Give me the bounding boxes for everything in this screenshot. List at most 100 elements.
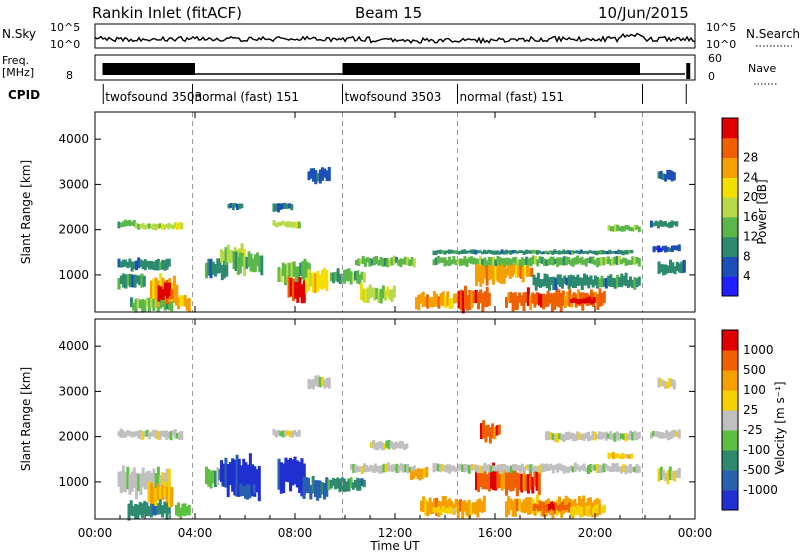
echo-region-26	[618, 454, 622, 460]
echo-region-10	[253, 254, 257, 273]
echo-region-23	[585, 506, 589, 517]
echo-region-17	[437, 506, 441, 513]
echo-region-1	[137, 223, 141, 230]
echo-region-29	[500, 249, 504, 254]
echo-region-10	[311, 476, 315, 494]
colorbar-tick-label: 20	[743, 190, 758, 204]
echo-region-23	[572, 506, 576, 517]
echo-region-1	[132, 467, 136, 488]
echo-region-24	[508, 262, 512, 279]
echo-region-1	[176, 223, 179, 230]
echo-region-24	[571, 466, 575, 473]
echo-region-28	[467, 257, 471, 263]
x-tick-label: 12:00	[378, 526, 413, 540]
echo-region-28	[593, 259, 597, 266]
echo-region-27	[590, 299, 594, 305]
freq-frame	[94, 54, 696, 81]
echo-region-29	[557, 250, 561, 255]
echo-region-5	[175, 284, 179, 304]
echo-region-29	[458, 250, 462, 255]
echo-region-1	[160, 223, 164, 230]
echo-region-16	[320, 269, 324, 290]
echo-region-0	[121, 430, 125, 438]
power-y-axis: 1000 2000 3000 4000	[58, 132, 695, 282]
echo-region-16	[454, 498, 458, 512]
echo-region-19	[412, 258, 416, 268]
echo-region-9	[277, 458, 281, 490]
echo-region-19	[497, 424, 501, 435]
echo-region-13	[274, 222, 278, 228]
x-tick-label: 04:00	[178, 526, 213, 540]
echo-region-18	[485, 474, 489, 490]
echo-region-18	[330, 272, 333, 282]
echo-region-9	[222, 250, 226, 262]
echo-region-24	[534, 465, 537, 472]
echo-region-15	[302, 280, 306, 303]
echo-region-1	[180, 223, 184, 230]
echo-region-20	[360, 283, 363, 300]
echo-region-17	[323, 168, 327, 178]
echo-region-28	[631, 256, 635, 265]
x-tick-label: 20:00	[578, 526, 613, 540]
echo-region-2	[159, 261, 163, 270]
echo-region-27	[592, 297, 596, 303]
echo-region-25	[589, 435, 593, 441]
echo-region-29	[568, 250, 572, 255]
echo-region-22	[556, 505, 560, 511]
colorbar-swatch	[722, 370, 738, 391]
echo-region-25	[540, 294, 543, 308]
echo-region-18	[349, 271, 353, 285]
echo-region-25	[580, 433, 584, 440]
echo-region-27	[650, 432, 653, 439]
echo-region-30	[600, 275, 604, 288]
echo-region-6	[168, 282, 172, 297]
echo-region-20	[375, 288, 379, 300]
echo-region-3	[124, 274, 128, 289]
echo-region-34	[666, 265, 670, 273]
echo-region-28	[629, 260, 632, 265]
echo-region-25	[629, 430, 632, 440]
echo-region-12	[283, 202, 287, 209]
echo-region-13	[389, 465, 392, 472]
echo-region-17	[434, 507, 438, 514]
colorbar-swatch	[722, 216, 738, 238]
echo-region-6	[231, 458, 235, 492]
echo-region-13	[297, 221, 301, 229]
echo-region-29	[659, 378, 663, 387]
echo-region-29	[664, 381, 668, 389]
echo-region-33	[661, 245, 665, 251]
echo-region-24	[629, 464, 632, 474]
echo-region-1	[117, 471, 121, 487]
echo-region-3	[170, 486, 174, 507]
colorbar-swatch	[722, 137, 738, 159]
echo-region-29	[601, 250, 605, 255]
echo-region-19	[368, 258, 372, 267]
echo-region-16	[305, 277, 308, 294]
echo-region-28	[611, 257, 615, 266]
echo-region-30	[591, 279, 595, 288]
echo-region-29	[657, 377, 661, 388]
echo-region-28	[571, 258, 575, 267]
echo-region-4	[154, 297, 158, 309]
echo-region-22	[561, 501, 565, 510]
echo-region-13	[402, 464, 405, 473]
echo-region-19	[383, 258, 387, 267]
echo-region-24	[496, 464, 500, 471]
echo-region-28	[525, 256, 529, 265]
echo-region-6	[255, 469, 259, 493]
echo-region-16	[426, 501, 430, 517]
echo-region-29	[573, 250, 577, 254]
echo-region-0	[121, 221, 125, 227]
echo-region-19	[377, 259, 381, 266]
colorbar-swatch	[722, 490, 738, 511]
echo-region-24	[504, 268, 508, 278]
echo-region-21	[505, 501, 508, 518]
echo-region-6	[244, 462, 248, 491]
echo-region-13	[360, 465, 364, 474]
echo-region-1	[135, 222, 138, 229]
echo-region-0	[134, 431, 138, 437]
echo-region-4	[152, 298, 156, 311]
echo-region-22	[470, 290, 474, 309]
echo-region-3	[133, 274, 137, 288]
echo-region-34	[678, 263, 682, 273]
